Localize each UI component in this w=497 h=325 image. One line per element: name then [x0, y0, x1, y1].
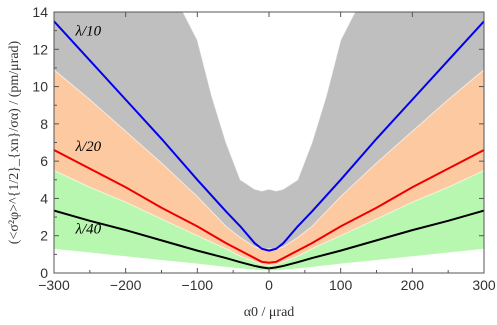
x-tick-label: 0	[265, 277, 273, 293]
x-tick-label: −300	[38, 277, 70, 293]
series-annotation-0: λ/10	[75, 24, 102, 40]
y-tick-label: 2	[40, 228, 48, 244]
series-line-0	[54, 20, 484, 252]
tick-labels-layer: −300 −200 −100 0 100 200 300 0 2 4 6 8 10 12 14	[32, 4, 495, 293]
series-annotation-2: λ/40	[75, 221, 102, 237]
x-tick-label: 200	[401, 277, 425, 293]
band-edge-2	[54, 170, 484, 267]
x-tick-label: 100	[329, 277, 353, 293]
x-tick-label: −100	[182, 277, 214, 293]
y-tick-label: 10	[32, 79, 48, 95]
x-tick-label: −200	[110, 277, 142, 293]
y-axis-title: (<σ²φ>^{1/2}_{xn}/σα) / (pm/μrad)	[7, 40, 22, 244]
bands-layer	[54, 12, 484, 271]
band-edge-0	[54, 12, 484, 192]
x-tick-label: 300	[472, 277, 496, 293]
series-annotations-layer: λ/10 λ/20 λ/40	[75, 24, 102, 238]
y-tick-label: 12	[32, 41, 48, 57]
band-0	[54, 12, 484, 249]
y-tick-label: 14	[32, 4, 48, 20]
x-axis-title: α0 / μrad	[244, 305, 295, 320]
y-tick-label: 4	[40, 190, 48, 206]
band-1	[54, 69, 484, 266]
band-2	[54, 170, 484, 271]
series-annotation-1: λ/20	[75, 139, 102, 155]
y-tick-label: 8	[40, 116, 48, 132]
band-edge-1	[54, 69, 484, 250]
ticks-layer	[53, 11, 485, 274]
y-tick-label: 6	[40, 153, 48, 169]
series-line-1	[54, 149, 484, 264]
y-tick-label: 0	[40, 265, 48, 281]
